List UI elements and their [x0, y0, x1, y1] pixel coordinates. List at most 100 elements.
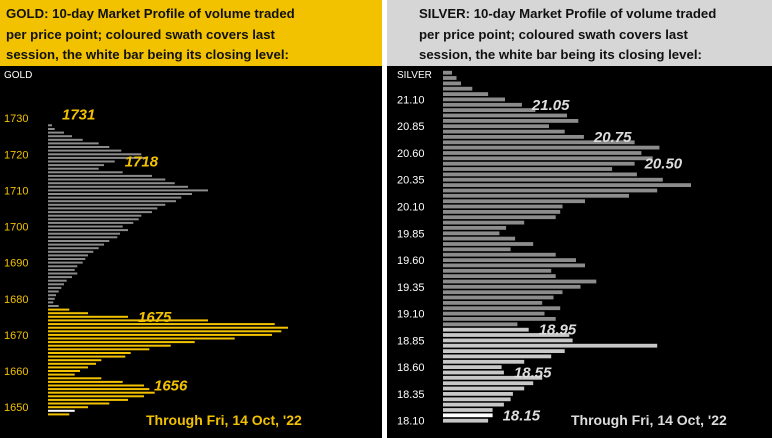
gold-profile-bar: [48, 131, 64, 134]
silver-profile-bar: [443, 108, 536, 112]
gold-tick-label: 1700: [4, 222, 28, 234]
silver-market-profile-chart: SILVER 18.10 18.35 18.60 18.85 19.10 19.35 19.6…: [397, 70, 691, 428]
silver-profile-bar: [443, 258, 576, 262]
silver-header-line: per price point; coloured swath covers l…: [419, 26, 688, 42]
gold-profile-bar: [48, 297, 55, 300]
gold-profile-bar: [48, 341, 195, 344]
silver-profile-bar: [443, 81, 461, 86]
silver-header: SILVER: 10-day Market Profile of volume …: [387, 0, 772, 66]
silver-profile-bar: [443, 274, 556, 278]
gold-profile-bar: [48, 380, 123, 383]
silver-tick-label: 20.85: [397, 121, 425, 133]
silver-profile-bar: [443, 204, 563, 209]
silver-profile-bar: [443, 97, 505, 102]
gold-profile-bar: [48, 149, 122, 152]
silver-footer-date: Through Fri, 14 Oct, '22: [571, 412, 727, 428]
gold-profile-bar: [48, 164, 104, 167]
gold-profile-bar: [48, 384, 144, 387]
gold-profile-bar: [48, 355, 126, 358]
silver-profile-bar: [443, 226, 507, 230]
gold-tick-label: 1650: [4, 402, 28, 414]
gold-profile-bar: [48, 229, 128, 232]
silver-profile-bar: [443, 397, 511, 402]
silver-tick-label: 18.35: [397, 389, 425, 401]
silver-level-label: 18.55: [514, 365, 552, 382]
silver-profile-bar: [443, 70, 452, 75]
silver-profile-bar: [443, 349, 565, 353]
gold-profile-bar: [48, 203, 166, 206]
gold-level-label: 1718: [125, 154, 159, 171]
gold-tick-label: 1720: [4, 149, 28, 161]
silver-profile-bar: [443, 92, 489, 96]
silver-profile-bar: [443, 311, 545, 316]
gold-header-line: session, the white bar being its closing…: [6, 47, 289, 62]
silver-profile-bar: [443, 140, 635, 145]
gold-profile-bar: [48, 156, 147, 159]
silver-profile-bar: [443, 317, 556, 321]
gold-market-profile-chart: GOLD 1650 1660 1670 1680 1690 1700 1710 1720 1730…: [4, 70, 288, 416]
gold-profile-bar: [48, 323, 275, 326]
gold-profile-bar: [48, 391, 155, 394]
silver-profile-bar: [443, 322, 518, 327]
silver-tick-label: 19.10: [397, 309, 425, 321]
gold-profile-bar: [48, 337, 235, 340]
gold-header-line: per price point; coloured swath covers l…: [6, 26, 275, 42]
gold-profile-bar: [48, 330, 282, 333]
silver-axis-title: SILVER: [397, 70, 432, 81]
silver-profile-bar: [443, 333, 570, 337]
silver-profile-bar: [443, 183, 691, 187]
silver-profile-bar: [443, 279, 597, 284]
gold-profile-bar: [48, 268, 75, 271]
gold-profile-bar: [48, 236, 118, 239]
silver-panel: SILVER: 10-day Market Profile of volume …: [387, 0, 772, 438]
gold-profile-bar: [48, 189, 208, 192]
silver-profile-bar: [443, 188, 658, 193]
gold-profile-bar: [48, 373, 75, 376]
gold-profile-bar: [48, 352, 131, 354]
silver-profile-bar: [443, 199, 585, 204]
gold-profile-bar: [48, 211, 152, 214]
gold-profile-bar: [48, 258, 86, 260]
gold-profile-bar: [48, 276, 72, 279]
silver-tick-label: 20.35: [397, 175, 425, 187]
silver-tick-label: 18.10: [397, 416, 425, 428]
gold-profile-bar: [48, 344, 171, 347]
gold-footer-date: Through Fri, 14 Oct, '22: [146, 412, 302, 428]
gold-profile-bar: [48, 409, 75, 412]
silver-profile-bar: [443, 247, 511, 252]
gold-profile-bar: [48, 178, 166, 181]
silver-tick-label: 18.60: [397, 362, 425, 374]
gold-profile-bar: [48, 312, 88, 315]
silver-profile-bar: [443, 392, 513, 396]
gold-profile-bar: [48, 290, 59, 293]
gold-header: GOLD: 10-day Market Profile of volume tr…: [0, 0, 382, 66]
gold-profile-bar: [48, 247, 99, 250]
gold-profile-bar: [48, 243, 104, 246]
gold-profile-bar: [48, 174, 152, 177]
silver-profile-bar: [443, 161, 635, 166]
gold-profile-bar: [48, 146, 110, 148]
gold-profile-bar: [48, 265, 78, 268]
silver-profile-bar: [443, 301, 543, 305]
silver-profile-bar: [443, 119, 579, 123]
silver-profile-bar: [443, 252, 556, 257]
silver-tick-label: 20.60: [397, 148, 425, 160]
gold-profile-bar: [48, 398, 128, 401]
gold-profile-bar: [48, 193, 192, 195]
silver-profile-bar: [443, 338, 573, 343]
gold-profile-bar: [48, 377, 102, 380]
silver-level-label: 20.50: [644, 156, 683, 173]
gold-profile-bar: [48, 308, 70, 311]
gold-profile-bar: [48, 225, 123, 228]
gold-header-line: GOLD: 10-day Market Profile of volume tr…: [6, 6, 295, 21]
silver-tick-label: 19.35: [397, 282, 425, 294]
gold-profile-bar: [48, 218, 139, 221]
silver-profile-bar: [443, 242, 534, 246]
silver-profile-bar: [443, 295, 554, 300]
gold-tick-label: 1680: [4, 294, 28, 306]
gold-profile-bar: [48, 326, 288, 329]
gold-tick-label: 1660: [4, 366, 28, 378]
silver-level-label: 20.75: [593, 129, 632, 146]
gold-panel: GOLD: 10-day Market Profile of volume tr…: [0, 0, 382, 438]
gold-tick-label: 1710: [4, 185, 28, 197]
